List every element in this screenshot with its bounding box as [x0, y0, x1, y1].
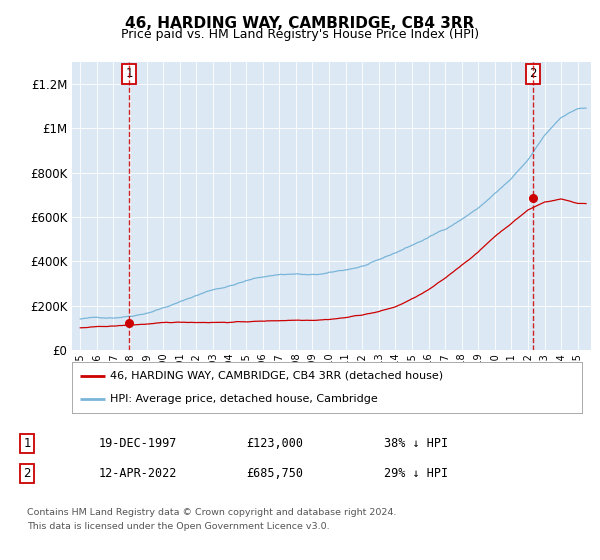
Text: HPI: Average price, detached house, Cambridge: HPI: Average price, detached house, Camb… [110, 394, 378, 404]
Text: 29% ↓ HPI: 29% ↓ HPI [384, 466, 448, 480]
Text: 2: 2 [23, 466, 31, 480]
Text: £123,000: £123,000 [246, 437, 303, 450]
Text: This data is licensed under the Open Government Licence v3.0.: This data is licensed under the Open Gov… [27, 522, 329, 531]
Text: 1: 1 [125, 67, 133, 81]
Text: 12-APR-2022: 12-APR-2022 [99, 466, 178, 480]
Text: 38% ↓ HPI: 38% ↓ HPI [384, 437, 448, 450]
Text: Price paid vs. HM Land Registry's House Price Index (HPI): Price paid vs. HM Land Registry's House … [121, 28, 479, 41]
Text: 46, HARDING WAY, CAMBRIDGE, CB4 3RR (detached house): 46, HARDING WAY, CAMBRIDGE, CB4 3RR (det… [110, 371, 443, 381]
Text: 2: 2 [529, 67, 536, 81]
Text: 46, HARDING WAY, CAMBRIDGE, CB4 3RR: 46, HARDING WAY, CAMBRIDGE, CB4 3RR [125, 16, 475, 31]
Text: £685,750: £685,750 [246, 466, 303, 480]
Text: Contains HM Land Registry data © Crown copyright and database right 2024.: Contains HM Land Registry data © Crown c… [27, 508, 397, 517]
Text: 19-DEC-1997: 19-DEC-1997 [99, 437, 178, 450]
Text: 1: 1 [23, 437, 31, 450]
